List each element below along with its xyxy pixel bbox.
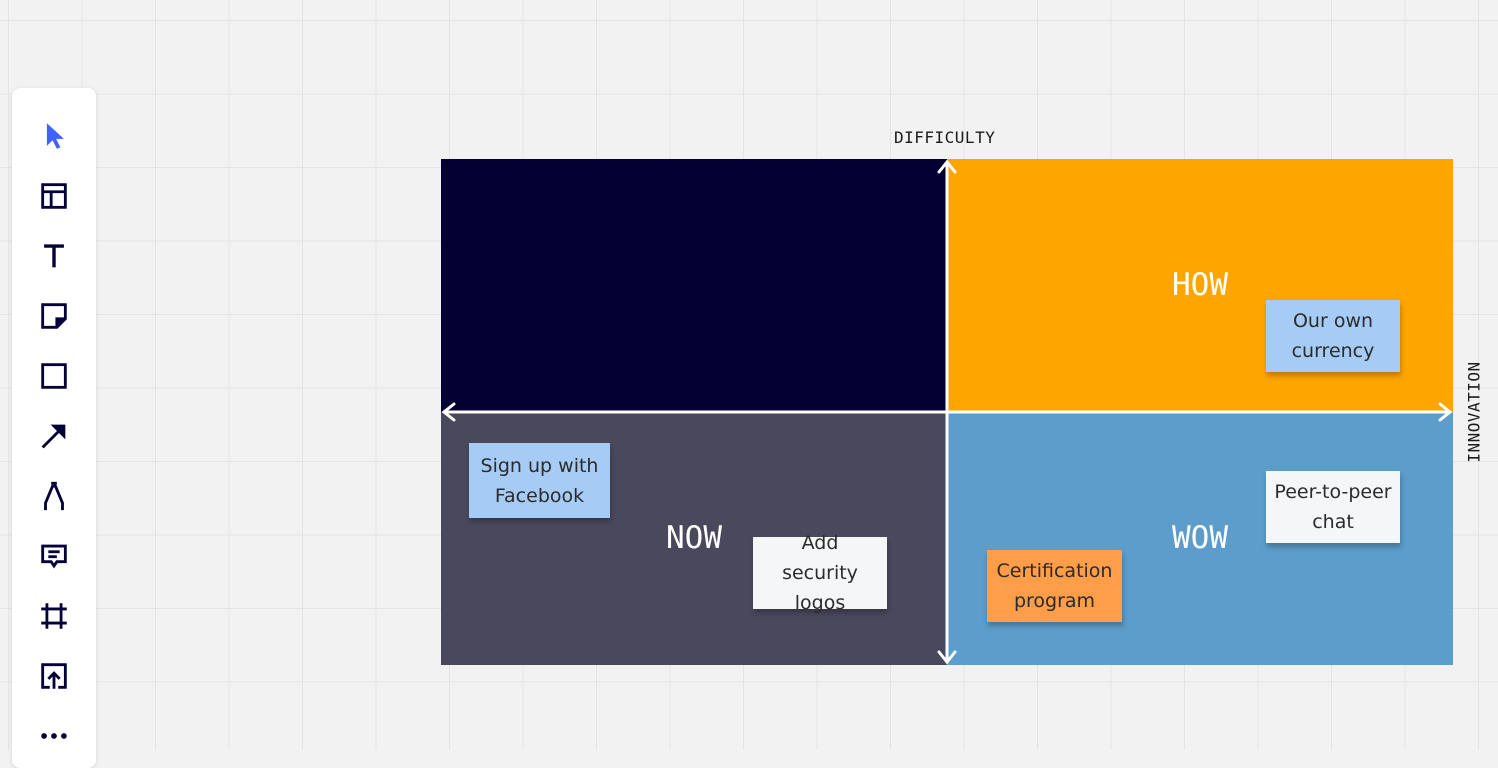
- tool-palette: [12, 88, 96, 768]
- quadrant-label-how: HOW: [1172, 267, 1228, 303]
- sticky-note-icon: [41, 303, 67, 329]
- sticky-note-text: Sign up with Facebook: [480, 454, 599, 507]
- layout-icon: [41, 183, 67, 209]
- quadrant-label-now: NOW: [666, 520, 722, 556]
- comment-tool-button[interactable]: [34, 536, 74, 576]
- sticky-note-text: Peer-to-peer chat: [1274, 481, 1392, 533]
- text-icon: [44, 244, 64, 268]
- sticky-note-our-own-currency[interactable]: Our own currency: [1266, 300, 1400, 372]
- templates-tool-button[interactable]: [34, 176, 74, 216]
- difficulty-axis-label[interactable]: DIFFICULTY: [894, 128, 996, 147]
- square-icon: [41, 363, 67, 389]
- shape-tool-button[interactable]: [34, 356, 74, 396]
- upload-icon: [41, 663, 67, 689]
- sticky-note-text: Add security logos: [782, 532, 858, 614]
- left-arrowhead: [441, 402, 456, 422]
- more-tools-button[interactable]: [34, 716, 74, 756]
- line-tool-button[interactable]: [34, 416, 74, 456]
- select-tool-button[interactable]: [34, 116, 74, 156]
- frame-icon: [41, 603, 67, 629]
- upload-tool-button[interactable]: [34, 656, 74, 696]
- sticky-note-sign-up-with-facebook[interactable]: Sign up with Facebook: [469, 443, 610, 518]
- quadrant-top-left[interactable]: [441, 159, 947, 412]
- frame-tool-button[interactable]: [34, 596, 74, 636]
- quadrant-label-wow: WOW: [1172, 520, 1228, 556]
- sticky-note-tool-button[interactable]: [34, 296, 74, 336]
- top-arrowhead: [937, 159, 957, 174]
- innovation-axis-label[interactable]: INNOVATION: [1464, 361, 1484, 463]
- matrix-axes[interactable]: [441, 159, 1453, 665]
- bottom-arrowhead: [937, 650, 957, 665]
- priority-matrix[interactable]: HOW NOW WOW: [441, 159, 1453, 665]
- sticky-note-text: Our own currency: [1291, 310, 1375, 362]
- right-arrowhead: [1438, 402, 1453, 422]
- more-icon: [41, 733, 67, 739]
- sticky-note-text: Certification program: [996, 560, 1113, 612]
- pen-icon: [44, 481, 64, 511]
- pen-tool-button[interactable]: [34, 476, 74, 516]
- comment-icon: [41, 544, 67, 569]
- cursor-arrow-icon: [46, 123, 64, 149]
- sticky-note-certification-program[interactable]: Certification program: [987, 550, 1122, 622]
- sticky-note-add-security-logos[interactable]: Add security logos: [753, 532, 887, 614]
- arrow-icon: [41, 424, 66, 449]
- text-tool-button[interactable]: [34, 236, 74, 276]
- sticky-note-peer-to-peer-chat[interactable]: Peer-to-peer chat: [1266, 471, 1400, 543]
